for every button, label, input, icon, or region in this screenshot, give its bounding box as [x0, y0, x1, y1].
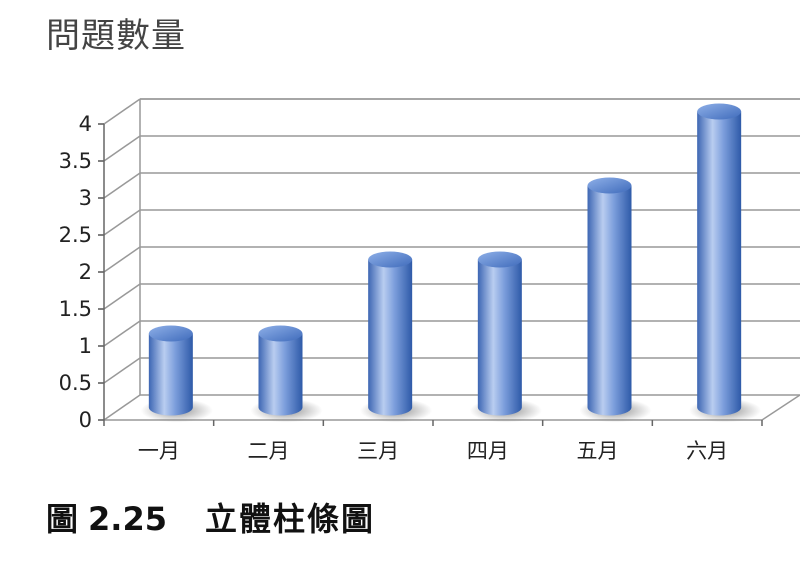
- x-tick-label: 五月: [577, 439, 619, 463]
- bar-body: [587, 185, 632, 416]
- figure-caption: 圖 2.25 立體柱條圖: [46, 494, 375, 540]
- gridline-side: [103, 172, 141, 199]
- gridline-side: [103, 283, 141, 310]
- y-tick-label: 0: [79, 408, 92, 432]
- y-tick-label: 3: [79, 186, 92, 210]
- y-tick-label: 2.5: [59, 223, 92, 247]
- bar: [689, 103, 762, 423]
- x-tick-label: 一月: [138, 439, 180, 463]
- gridline-side: [103, 98, 141, 125]
- x-tick-label: 三月: [357, 439, 399, 463]
- y-tick-label: 2: [79, 260, 92, 284]
- gridline-side: [103, 357, 141, 384]
- bar-top: [587, 177, 632, 194]
- bar-body: [477, 259, 522, 416]
- gridline-side: [103, 209, 141, 236]
- gridline-side: [103, 246, 141, 273]
- y-tick-label: 1: [79, 334, 92, 358]
- bar-body: [368, 259, 413, 416]
- bar: [140, 325, 213, 423]
- bar: [469, 251, 542, 423]
- chart-title: 問題數量: [46, 16, 186, 56]
- bar: [250, 325, 323, 423]
- y-tick-label: 0.5: [59, 371, 92, 395]
- bar-top: [368, 251, 413, 268]
- gridline-side: [103, 135, 141, 162]
- x-tick-label: 二月: [248, 439, 290, 463]
- bar: [579, 177, 652, 423]
- bar-body: [148, 333, 193, 416]
- y-tick-label: 1.5: [59, 297, 92, 321]
- gridline-side: [103, 320, 141, 347]
- bar-top: [148, 325, 193, 342]
- y-tick-label: 3.5: [59, 149, 92, 173]
- caption-label: 圖: [46, 500, 79, 538]
- caption-text: 立體柱條圖: [204, 500, 375, 538]
- gridline-side: [103, 394, 141, 421]
- bar: [360, 251, 433, 423]
- bar-top: [258, 325, 303, 342]
- bar-top: [477, 251, 522, 268]
- x-tick-label: 六月: [686, 439, 728, 463]
- floor-right-edge: [761, 394, 800, 421]
- bar-top: [697, 103, 742, 120]
- caption-number: 2.25: [88, 500, 167, 538]
- bar-body: [258, 333, 303, 416]
- y-tick-label: 4: [79, 112, 92, 136]
- bar-body: [697, 111, 742, 416]
- x-tick-label: 四月: [467, 439, 509, 463]
